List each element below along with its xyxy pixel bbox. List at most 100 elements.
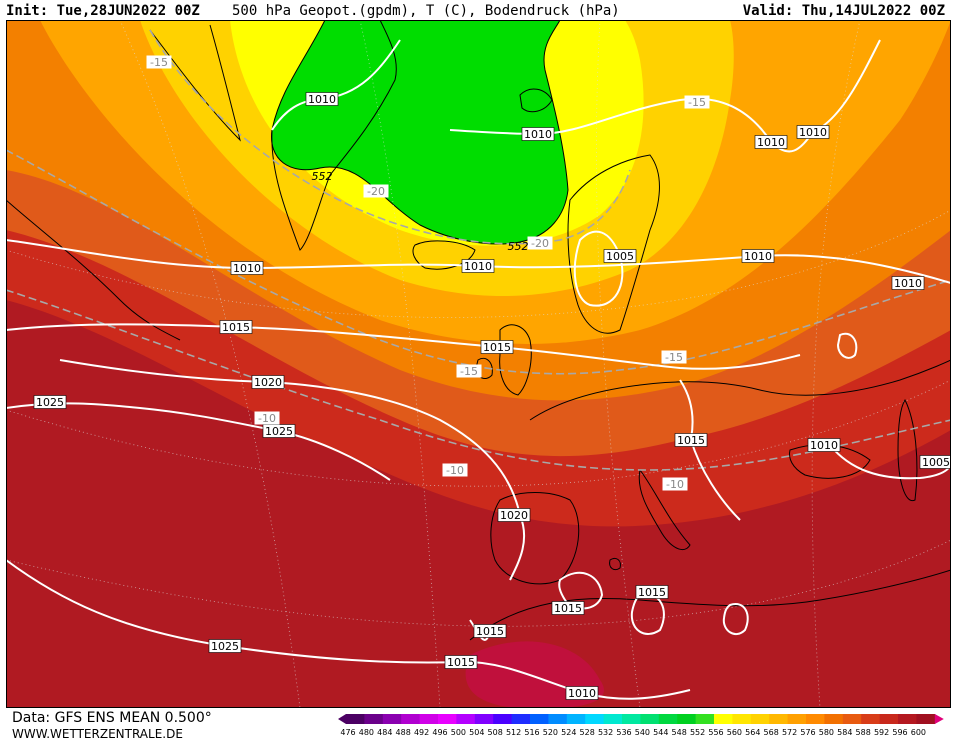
isobar-label-text: 1015 <box>638 586 666 599</box>
legend-tick-label: 600 <box>911 728 926 737</box>
legend-swatch <box>861 714 881 724</box>
isobar-label-text: 1010 <box>568 687 596 700</box>
isotherm-label-text: -15 <box>688 96 706 109</box>
legend-tick-label: 556 <box>708 728 723 737</box>
legend-tick-label: 536 <box>616 728 631 737</box>
legend-tick-label: 500 <box>451 728 466 737</box>
legend-swatch <box>364 714 384 724</box>
legend-swatch <box>769 714 789 724</box>
isotherm-label: -20 <box>527 236 553 250</box>
legend-swatch <box>622 714 641 724</box>
map-header: Init: Tue,28JUN2022 00Z 500 hPa Geopot.(… <box>0 0 959 22</box>
isobar-label-text: 1015 <box>222 321 250 334</box>
legend-tick-label: 584 <box>837 728 852 737</box>
geopot-label: 552 <box>508 240 529 253</box>
legend-tick-label: 476 <box>340 728 355 737</box>
legend-swatch <box>474 714 494 724</box>
legend-swatch <box>695 714 715 724</box>
geopot-label-text: 552 <box>312 170 333 183</box>
isotherm-label-text: -15 <box>150 56 168 69</box>
legend-tick-label: 552 <box>690 728 705 737</box>
legend-tick-label: 548 <box>672 728 687 737</box>
website-label: WWW.WETTERZENTRALE.DE <box>12 727 183 741</box>
isobar-label: 1010 <box>461 259 495 273</box>
isotherm-label: -10 <box>662 477 688 491</box>
legend-swatch <box>530 714 549 724</box>
legend-tick-label: 532 <box>598 728 613 737</box>
legend-swatch <box>382 714 402 724</box>
legend-tick-label: 524 <box>561 728 576 737</box>
isobar-label-text: 1025 <box>36 396 64 409</box>
isobar-label: 1020 <box>497 508 531 522</box>
isotherm-label: -15 <box>684 95 710 109</box>
legend-swatch <box>640 714 660 724</box>
legend-swatch <box>658 714 678 724</box>
map-footer: Data: GFS ENS MEAN 0.500° WWW.WETTERZENT… <box>0 708 959 741</box>
isobar-label: 1010 <box>741 249 775 263</box>
legend-swatch <box>566 714 586 724</box>
legend-tick-label: 480 <box>359 728 374 737</box>
legend-tick-label: 488 <box>396 728 411 737</box>
legend-tick-label: 580 <box>819 728 834 737</box>
isobar-label: 1015 <box>473 624 507 638</box>
legend-swatch <box>456 714 476 724</box>
isobar-label-text: 1025 <box>211 640 239 653</box>
isobar-label-text: 1015 <box>677 434 705 447</box>
isobar-label-text: 1020 <box>254 376 282 389</box>
isobar-label: 1010 <box>891 276 925 290</box>
isobar-label-text: 1005 <box>606 250 634 263</box>
geopot-label: 552 <box>312 170 333 183</box>
legend-swatch <box>438 714 457 724</box>
isobar-label: 1010 <box>754 135 788 149</box>
isotherm-label: -20 <box>363 184 389 198</box>
legend-tick-label: 512 <box>506 728 521 737</box>
isotherm-label: -10 <box>442 463 468 477</box>
isotherm-label-text: -10 <box>666 478 684 491</box>
legend-swatch <box>806 714 825 724</box>
isobar-label-text: 1015 <box>476 625 504 638</box>
legend-swatch <box>419 714 439 724</box>
isobar-label-text: 1010 <box>233 262 261 275</box>
legend-swatch <box>898 714 917 724</box>
legend-tick-label: 564 <box>745 728 760 737</box>
legend-tick-label: 588 <box>856 728 871 737</box>
legend-swatch <box>879 714 899 724</box>
legend-tick-label: 596 <box>892 728 907 737</box>
isobar-label: 1010 <box>796 125 830 139</box>
color-legend: 476 480 484 488 492 496 500 504 508 512 516 520 524 5… <box>338 714 944 737</box>
isobar-label-text: 1010 <box>894 277 922 290</box>
isobar-label-text: 1010 <box>757 136 785 149</box>
legend-tick-label: 520 <box>543 728 558 737</box>
legend-swatch <box>401 714 421 724</box>
legend-tick-label: 484 <box>377 728 392 737</box>
isotherm-label: -10 <box>254 411 280 425</box>
isobar-label: 1015 <box>480 340 514 354</box>
isobar-label: 1020 <box>251 375 285 389</box>
map-title: 500 hPa Geopot.(gpdm), T (C), Bodendruck… <box>232 3 620 19</box>
isobar-label-text: 1015 <box>554 602 582 615</box>
legend-tick-label: 576 <box>800 728 815 737</box>
isobar-label: 1015 <box>551 601 585 615</box>
data-source-label: Data: GFS ENS MEAN 0.500° <box>12 710 212 726</box>
isobar-label: 1010 <box>807 438 841 452</box>
legend-swatch <box>677 714 697 724</box>
isobar-label: 1010 <box>305 92 339 106</box>
isobar-label-text: 1010 <box>308 93 336 106</box>
legend-tick-label: 592 <box>874 728 889 737</box>
legend-swatch <box>714 714 733 724</box>
legend-tick-label: 540 <box>635 728 650 737</box>
legend-swatch <box>511 714 531 724</box>
geopot-label-text: 552 <box>508 240 529 253</box>
isobar-label-text: 1005 <box>922 456 950 469</box>
isobar-label-text: 1015 <box>483 341 511 354</box>
isobar-label: 1015 <box>219 320 253 334</box>
legend-swatch <box>842 714 862 724</box>
legend-swatch <box>493 714 513 724</box>
legend-tick-label: 504 <box>469 728 484 737</box>
valid-time: Valid: Thu,14JUL2022 00Z <box>742 3 945 19</box>
legend-swatch <box>916 714 936 724</box>
legend-tick-label: 516 <box>524 728 539 737</box>
isotherms <box>6 29 951 471</box>
isobar-label: 1015 <box>444 655 478 669</box>
isotherm-label-text: -15 <box>460 365 478 378</box>
